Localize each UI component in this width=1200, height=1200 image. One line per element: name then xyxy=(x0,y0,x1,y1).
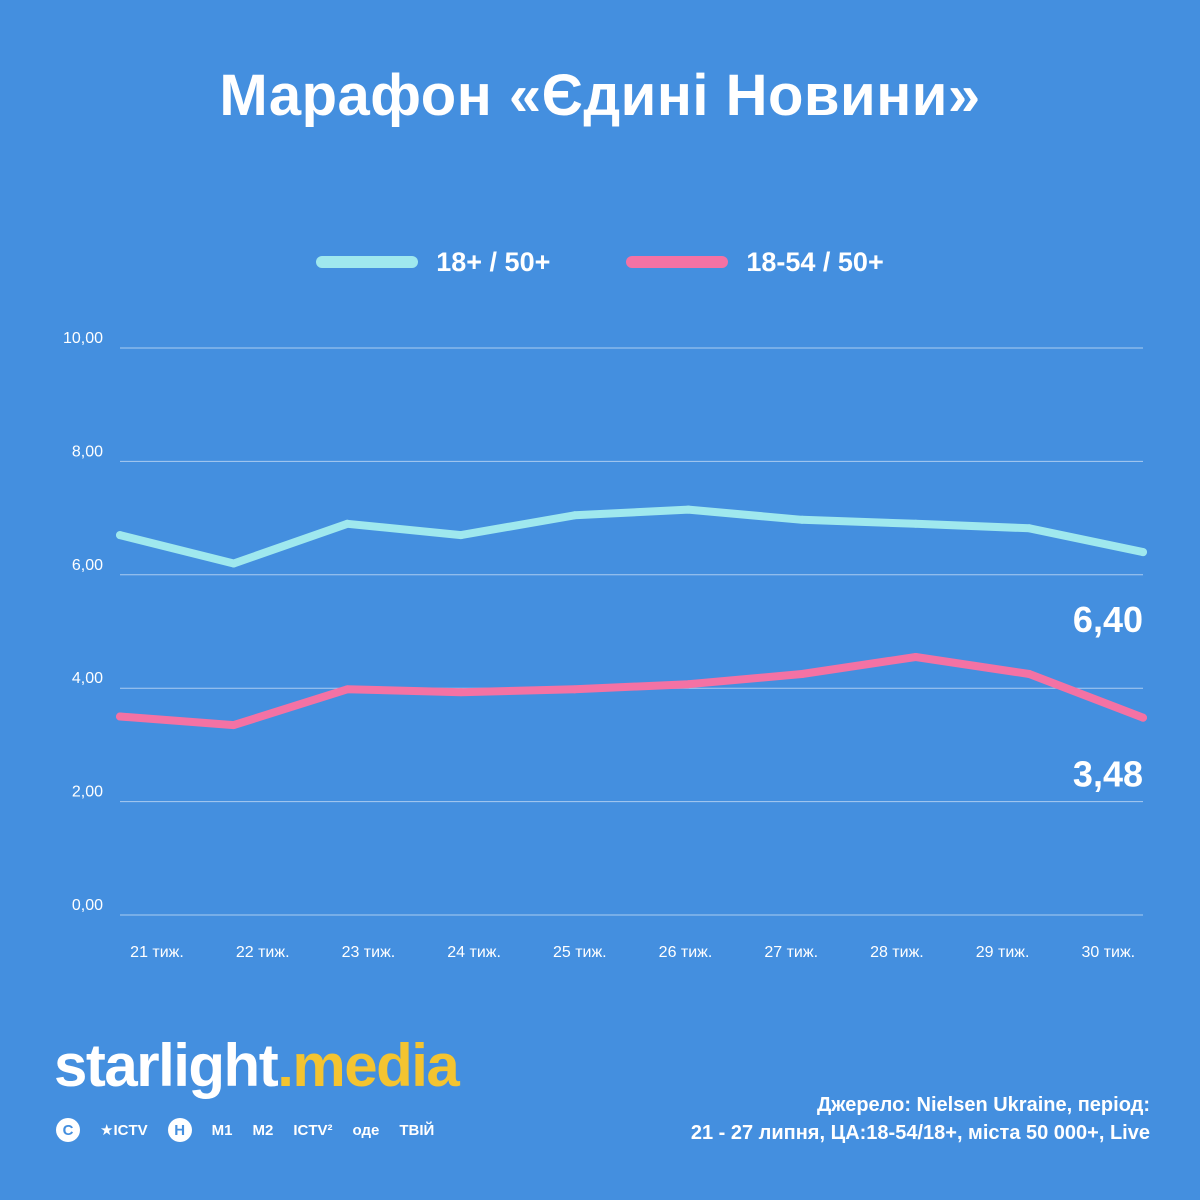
logo-text-starlight: starlight xyxy=(54,1032,279,1099)
tviy-logo-icon: ТВІЙ xyxy=(399,1121,435,1139)
source-line-2: 21 - 27 липня, ЦА:18-54/18+, міста 50 00… xyxy=(690,1122,1150,1144)
y-tick-label: 2,00 xyxy=(72,784,103,801)
starlight-media-logo: starlight.media xyxy=(54,1036,460,1096)
series-2-point xyxy=(457,688,465,697)
source-line-1: Джерело: Nielsen Ukraine, період: xyxy=(817,1094,1150,1116)
legend-swatch-series-2 xyxy=(626,256,729,268)
end-value-label-series-2: 3,48 xyxy=(1073,754,1143,795)
series-2-point xyxy=(570,685,579,694)
series-2-point xyxy=(1025,670,1034,679)
legend-label-series-2: 18-54 / 50+ xyxy=(746,246,884,277)
y-tick-label: 8,00 xyxy=(72,443,103,460)
legend-item-series-2: 18-54 / 50+ xyxy=(626,246,884,278)
x-tick-label: 27 тиж. xyxy=(764,944,818,961)
series-2-point xyxy=(798,670,806,679)
series-1-point xyxy=(229,559,238,568)
y-tick-label: 6,00 xyxy=(72,557,103,574)
m2-logo-icon: M2 xyxy=(252,1121,274,1139)
series-1-point xyxy=(457,531,465,540)
series-2-point xyxy=(343,685,352,694)
x-tick-label: 25 тиж. xyxy=(553,944,607,961)
x-tick-label: 28 тиж. xyxy=(870,944,924,961)
x-tick-label: 23 тиж. xyxy=(342,944,396,961)
series-2-point xyxy=(684,680,693,689)
series-1-point xyxy=(911,519,920,528)
series-1-point xyxy=(570,511,579,520)
series-1-point xyxy=(798,515,806,524)
m1-logo-icon: M1 xyxy=(211,1121,233,1139)
legend-swatch-series-1 xyxy=(316,256,419,268)
series-2-point xyxy=(1139,713,1147,722)
series-1-point xyxy=(343,519,352,528)
ictv2-logo-icon: ICTV² xyxy=(293,1121,333,1139)
x-tick-label: 30 тиж. xyxy=(1081,944,1135,961)
chart-legend: 18+ / 50+ 18-54 / 50+ xyxy=(0,238,1200,286)
novyi-logo-icon: Н xyxy=(167,1118,192,1142)
ode-logo-icon: оде xyxy=(352,1121,380,1139)
legend-label-series-1: 18+ / 50+ xyxy=(436,246,551,277)
x-tick-label: 29 тиж. xyxy=(976,944,1030,961)
logo-text-media: media xyxy=(292,1032,459,1099)
channel-logos-row: С ★ICTV Н M1 M2 ICTV² оде ТВІЙ xyxy=(56,1118,434,1142)
series-2-point xyxy=(911,653,920,662)
x-tick-label: 21 тиж. xyxy=(130,944,184,961)
y-tick-label: 10,00 xyxy=(63,330,103,347)
y-tick-label: 4,00 xyxy=(72,670,103,687)
series-1-point xyxy=(684,505,693,514)
ictv-logo-icon: ★ICTV xyxy=(100,1122,148,1139)
x-tick-label: 26 тиж. xyxy=(659,944,713,961)
series-2-point xyxy=(229,721,238,730)
logo-dot: . xyxy=(277,1032,294,1099)
x-tick-label: 24 тиж. xyxy=(447,944,501,961)
y-tick-label: 0,00 xyxy=(72,897,103,914)
series-1-point xyxy=(116,531,124,540)
stb-logo-icon: С xyxy=(56,1118,80,1142)
series-line-1 xyxy=(116,505,1147,568)
page-title: Марафон «Єдині Новини» xyxy=(219,63,981,128)
series-line-2 xyxy=(116,653,1147,730)
series-2-point xyxy=(116,712,124,721)
x-tick-label: 22 тиж. xyxy=(236,944,290,961)
series-1-point xyxy=(1139,548,1147,557)
series-1-point xyxy=(1025,524,1034,533)
line-chart: 0,00 2,00 4,00 6,00 8,00 10,00 21 тиж. 22 тиж. 2… xyxy=(63,330,1147,961)
end-value-label-series-1: 6,40 xyxy=(1073,599,1143,640)
source-note: Джерело: Nielsen Ukraine, період: 21 - 2… xyxy=(691,1091,1150,1147)
legend-item-series-1: 18+ / 50+ xyxy=(316,247,550,278)
